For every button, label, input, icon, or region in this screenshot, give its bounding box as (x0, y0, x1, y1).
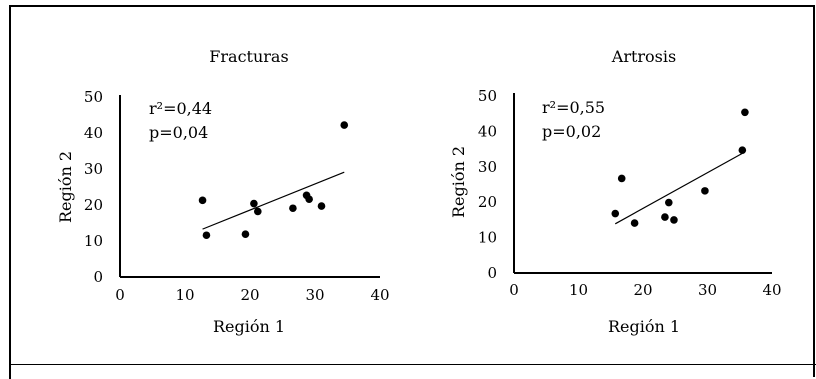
x-tick-label: 40 (370, 286, 389, 304)
data-point (701, 187, 709, 195)
data-point (741, 108, 749, 117)
x-tick-label: 30 (305, 286, 324, 304)
data-point (250, 199, 258, 208)
chart-artrosis: Artrosis 0 10 20 30 40 0 10 20 30 40 50 r²=0,55 p… (449, 47, 782, 336)
trendline-group (202, 171, 345, 230)
x-tick-label: 0 (115, 286, 125, 304)
chart-title: Artrosis (611, 47, 676, 66)
x-tick-labels: 0 10 20 30 40 (115, 286, 389, 304)
y-axis-label: Región 2 (56, 151, 75, 223)
data-point (289, 204, 297, 213)
y-tick-label: 0 (93, 268, 103, 286)
y-tick-label: 20 (84, 196, 103, 214)
y-tick-labels: 0 10 20 30 40 50 (84, 88, 103, 286)
x-tick-label: 10 (569, 281, 588, 299)
data-point (617, 174, 626, 183)
data-points (198, 121, 349, 240)
chart-title: Fracturas (209, 47, 288, 66)
trendline-group (614, 152, 743, 225)
y-tick-label: 30 (478, 158, 497, 176)
x-tick-label: 40 (762, 281, 781, 299)
data-point (305, 195, 313, 204)
trendline (202, 171, 345, 230)
y-tick-label: 50 (478, 87, 497, 105)
data-point (241, 230, 250, 238)
data-point (661, 213, 669, 221)
data-point (317, 202, 326, 210)
p-value-annotation: p=0,04 (149, 123, 208, 142)
x-tick-label: 10 (175, 286, 194, 304)
y-tick-label: 0 (487, 264, 497, 282)
x-tick-label: 20 (240, 286, 259, 304)
p-value-annotation: p=0,02 (542, 122, 601, 141)
figure-frame (9, 5, 815, 379)
data-point (198, 196, 207, 205)
figure-divider (9, 364, 816, 365)
data-point (611, 209, 620, 218)
x-axis-label: Región 1 (213, 317, 285, 336)
r-squared-annotation: r²=0,44 (149, 99, 212, 118)
y-tick-label: 20 (478, 193, 497, 211)
x-tick-label: 0 (509, 281, 519, 299)
x-tick-label: 30 (698, 281, 717, 299)
trendline (614, 152, 743, 225)
data-point (665, 198, 673, 207)
data-point (340, 121, 349, 129)
data-point (670, 216, 678, 224)
x-tick-label: 20 (633, 281, 652, 299)
y-axis-label: Región 2 (449, 146, 468, 218)
data-point (738, 146, 747, 154)
data-point (630, 219, 639, 227)
y-tick-label: 30 (84, 160, 103, 178)
y-tick-label: 40 (84, 124, 103, 142)
x-axis-label: Región 1 (608, 317, 680, 336)
data-points (611, 108, 749, 227)
y-tick-labels: 0 10 20 30 40 50 (478, 87, 497, 282)
data-point (253, 207, 262, 216)
y-tick-label: 40 (478, 122, 497, 140)
x-tick-labels: 0 10 20 30 40 (509, 281, 781, 299)
y-tick-label: 10 (478, 229, 497, 247)
r-squared-annotation: r²=0,55 (542, 98, 605, 117)
y-tick-label: 10 (84, 232, 103, 250)
data-point (202, 231, 211, 240)
y-tick-label: 50 (84, 88, 103, 106)
